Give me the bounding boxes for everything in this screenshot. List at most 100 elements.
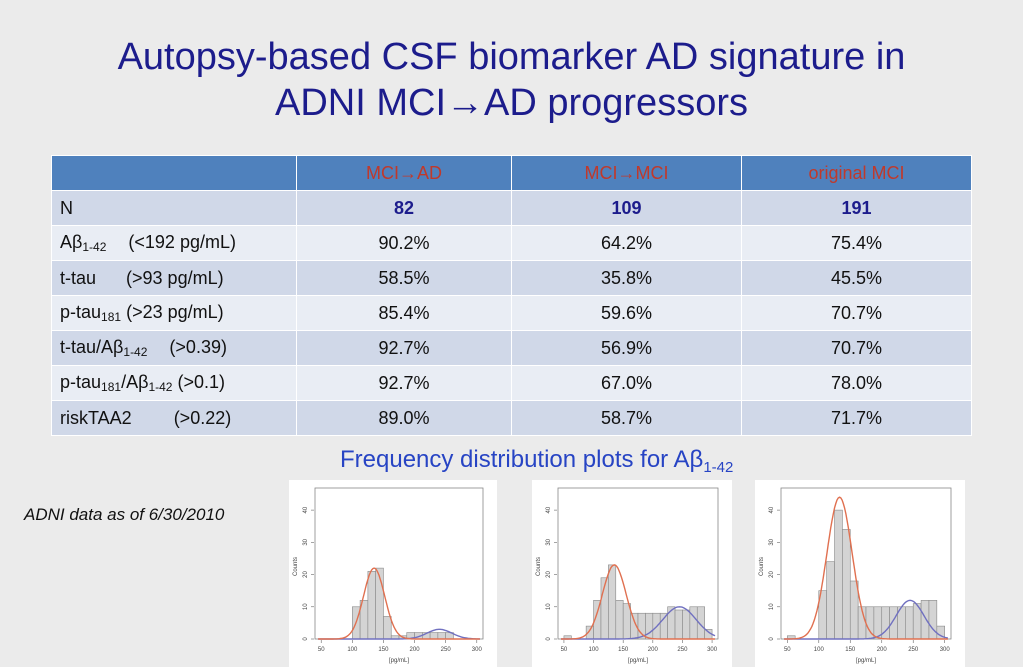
cell-value: 75.4%	[741, 225, 972, 261]
cell-value: 85.4%	[296, 295, 512, 331]
plot-frame	[314, 487, 484, 640]
label-mid: /A	[121, 372, 139, 392]
caption-sub: 1-42	[703, 459, 734, 476]
frequency-caption: Frequency distribution plots for Aβ1-42	[340, 446, 733, 476]
cell-value: 35.8%	[511, 260, 742, 296]
row-label: riskTAA2 (>0.22)	[51, 400, 297, 436]
histogram-bar	[674, 609, 683, 640]
x-tick-label: 300	[940, 647, 951, 653]
cell-value: 70.7%	[741, 330, 972, 366]
histogram-bar	[689, 606, 698, 640]
header-cell-blank	[51, 155, 297, 191]
label-threshold: (>0.22)	[173, 407, 232, 428]
header-cell-mci-mci: MCI→MCI	[511, 155, 742, 191]
y-tick-label: 0	[546, 637, 552, 641]
x-tick-label: 300	[472, 647, 483, 653]
cell-value: 58.5%	[296, 260, 512, 296]
label-greek: β	[113, 337, 124, 357]
x-tick-label: 250	[441, 647, 452, 653]
cell-value: 64.2%	[511, 225, 742, 261]
table-header-row: MCI→AD MCI→MCI original MCI	[51, 155, 972, 191]
caption-text: Frequency distribution plots for A	[340, 446, 690, 473]
y-tick-label: 20	[769, 571, 775, 578]
histogram-mci-ad: 50 100 150 200 250 300 0 10 20 30 40 [pg/mL] Counts	[289, 480, 497, 667]
x-tick-label: 200	[877, 647, 888, 653]
row-label: Aβ1-42 (<192 pg/mL)	[51, 225, 297, 261]
histogram-original-mci: 50 100 150 200 250 300 0 10 20 30 40 [pg/mL] Counts	[755, 480, 965, 667]
label-threshold: (>0.1)	[177, 372, 226, 392]
slide-title: Autopsy-based CSF biomarker AD signature…	[0, 34, 1023, 126]
cell-value: 67.0%	[511, 365, 742, 401]
x-tick-label: 300	[707, 647, 718, 653]
y-tick-label: 10	[769, 603, 775, 610]
histogram-bar	[873, 606, 883, 640]
label-threshold: (>23 pg/mL)	[126, 302, 224, 322]
row-label: p-tau181 (>23 pg/mL)	[51, 295, 297, 331]
histogram-bar	[826, 561, 835, 640]
y-tick-label: 30	[769, 538, 775, 545]
cell-value: 92.7%	[296, 365, 512, 401]
x-tick-label: 200	[648, 647, 659, 653]
histogram-bar	[383, 616, 392, 640]
title-line-1: Autopsy-based CSF biomarker AD signature…	[117, 36, 906, 78]
n-value: 191	[741, 190, 972, 226]
x-tick-label: 150	[618, 647, 629, 653]
histogram-chart: 50 100 150 200 250 300 0 10 20 30 40 [pg/mL] Counts	[536, 487, 719, 664]
data-note: ADNI data as of 6/30/2010	[24, 505, 225, 524]
label-base: A	[60, 232, 73, 252]
x-axis-label: [pg/mL]	[856, 658, 876, 664]
x-tick-label: 50	[561, 647, 568, 653]
histogram-bar	[849, 580, 859, 640]
label-greek: β	[138, 372, 149, 392]
histogram-bar	[842, 529, 851, 640]
caption-greek: β	[689, 446, 704, 473]
cell-value: 56.9%	[511, 330, 742, 366]
title-line-2: ADNI MCI→AD progressors	[275, 82, 748, 124]
y-axis-label: Counts	[759, 557, 765, 576]
n-value: 82	[296, 190, 512, 226]
cell-value: 89.0%	[296, 400, 512, 436]
header-cell-original-mci: original MCI	[741, 155, 972, 191]
biomarker-table: MCI→AD MCI→MCI original MCI N 82 109 191…	[51, 155, 972, 436]
fit-curve-blue	[784, 599, 949, 640]
x-tick-label: 250	[677, 647, 688, 653]
y-tick-label: 30	[546, 538, 552, 545]
histogram-bar	[608, 564, 617, 640]
cell-value: 71.7%	[741, 400, 972, 436]
row-label: p-tau181/Aβ1-42 (>0.1)	[51, 365, 297, 401]
table-row-n: N 82 109 191	[51, 190, 972, 226]
fit-curve-red	[318, 567, 480, 640]
y-axis-label: Counts	[536, 557, 542, 576]
y-tick-label: 40	[546, 506, 552, 513]
label-base: p-tau	[60, 372, 102, 392]
x-tick-label: 100	[589, 647, 600, 653]
fit-curve-blue	[561, 606, 716, 640]
header-cell-mci-ad: MCI→AD	[296, 155, 512, 191]
y-tick-label: 20	[303, 571, 309, 578]
label-sub: 181	[101, 380, 122, 394]
histogram-bar	[920, 600, 930, 640]
histogram-bar	[615, 600, 624, 640]
x-tick-label: 100	[814, 647, 825, 653]
label-base: t-tau/A	[60, 337, 114, 357]
x-tick-label: 150	[378, 647, 389, 653]
histogram-bar	[889, 606, 898, 640]
fit-curve-blue	[318, 628, 480, 640]
label-threshold: (>93 pg/mL)	[126, 267, 224, 288]
cell-value: 58.7%	[511, 400, 742, 436]
cell-value: 59.6%	[511, 295, 742, 331]
table-row: p-tau181/Aβ1-42 (>0.1) 92.7% 67.0% 78.0%	[51, 365, 972, 401]
fit-curve-red	[561, 564, 715, 640]
y-tick-label: 40	[769, 506, 775, 513]
histogram-mci-mci: 50 100 150 200 250 300 0 10 20 30 40 [pg/mL] Counts	[532, 480, 732, 667]
histogram-chart: 50 100 150 200 250 300 0 10 20 30 40 [pg/mL] Counts	[293, 487, 484, 664]
cell-value: 45.5%	[741, 260, 972, 296]
x-tick-label: 150	[845, 647, 856, 653]
table-row: p-tau181 (>23 pg/mL) 85.4% 59.6% 70.7%	[51, 295, 972, 331]
y-tick-label: 30	[303, 538, 309, 545]
cell-value: 78.0%	[741, 365, 972, 401]
label-base: t-tau	[60, 267, 97, 288]
histogram-bar	[429, 632, 439, 640]
histogram-bar	[659, 612, 668, 640]
x-tick-label: 50	[784, 647, 791, 653]
